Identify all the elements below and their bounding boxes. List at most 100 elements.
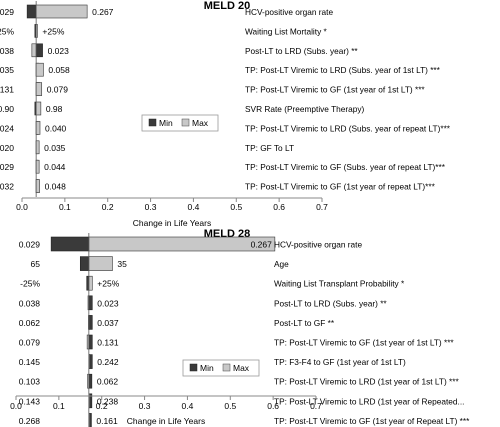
data-label-max: 0.238 xyxy=(97,396,119,406)
legend-label-max: Max xyxy=(233,363,250,373)
x-axis-label: Change in Life Years xyxy=(133,218,211,228)
data-label-min: 0.079 xyxy=(19,338,41,348)
bar-max xyxy=(35,121,41,135)
x-tick-label: 0.6 xyxy=(273,202,285,212)
data-label-min: 0.032 xyxy=(0,182,14,192)
row-label: TP: GF To LT xyxy=(245,143,294,153)
x-tick-label: 0.4 xyxy=(182,401,194,411)
data-label-max: 0.98 xyxy=(46,104,63,114)
legend-label-min: Min xyxy=(159,118,173,128)
bar-max xyxy=(35,4,88,19)
data-label-max: 0.267 xyxy=(92,7,114,17)
data-label-max: 0.242 xyxy=(97,357,119,367)
data-label-max: 0.062 xyxy=(97,377,119,387)
legend: Min Max xyxy=(182,359,260,377)
data-label-max: +25% xyxy=(42,26,64,36)
data-label-max: 0.023 xyxy=(97,298,119,308)
chart-panel-1: MELD 280.029 0.267 HCV-positive organ rate… xyxy=(10,228,470,427)
row-label: TP: Post-LT Viremic to GF (1st year of R… xyxy=(274,416,470,426)
row-label: Post-LT to GF ** xyxy=(274,318,335,328)
legend-swatch-max xyxy=(181,118,190,127)
row-label: TP: Post-LT Viremic to LRD (1st year of … xyxy=(274,396,464,406)
row-label: Post-LT to LRD (Subs. year) ** xyxy=(274,298,387,308)
data-label-min: 0.035 xyxy=(0,65,14,75)
legend-swatch-min xyxy=(148,118,157,127)
data-label-min: 0.024 xyxy=(0,123,14,133)
bar-max xyxy=(35,140,40,155)
row-label: TP: Post-LT Viremic to LRD (Subs. year o… xyxy=(245,65,441,75)
data-label-min: 0.143 xyxy=(19,396,41,406)
legend-box xyxy=(182,359,260,377)
row-label: HCV-positive organ rate xyxy=(274,240,362,250)
legend-swatch-max xyxy=(222,363,231,372)
x-tick-label: 0.7 xyxy=(310,401,322,411)
bar-min xyxy=(26,4,37,19)
bar-min xyxy=(88,373,93,389)
bar-max xyxy=(35,62,44,77)
data-label-max: 0.048 xyxy=(45,182,67,192)
data-label-max: 0.131 xyxy=(97,338,119,348)
data-label-max: 0.037 xyxy=(97,318,119,328)
row-label: TP: Post-LT Viremic to LRD (Subs. year o… xyxy=(245,123,451,133)
bar-min xyxy=(50,236,90,252)
bar-max xyxy=(35,82,43,96)
data-label-min: 0.062 xyxy=(19,318,41,328)
row-label: SVR Rate (Preemptive Therapy) xyxy=(245,104,365,114)
data-label-min: -25% xyxy=(0,26,14,36)
bar-max xyxy=(88,236,276,252)
legend-label-min: Min xyxy=(200,363,214,373)
data-label-max: 0.079 xyxy=(47,85,69,95)
legend-swatch-min xyxy=(189,363,198,372)
legend-box xyxy=(141,114,219,132)
row-label: HCV-positive organ rate xyxy=(245,7,333,17)
data-label-min: 0.145 xyxy=(19,357,41,367)
data-label-max: 0.040 xyxy=(45,123,67,133)
data-label-min: 0.038 xyxy=(19,298,41,308)
data-label-min: 0.029 xyxy=(19,240,41,250)
x-tick-label: 0.6 xyxy=(267,401,279,411)
data-label-min: 0.029 xyxy=(0,162,14,172)
data-label-min: 0.038 xyxy=(0,46,14,56)
row-label: Waiting List Transplant Probability * xyxy=(274,279,405,289)
data-label-max: 0.023 xyxy=(48,46,70,56)
x-tick-label: 0.1 xyxy=(53,401,65,411)
x-tick-label: 0.0 xyxy=(10,401,22,411)
x-tick-label: 0.5 xyxy=(230,202,242,212)
row-label: Post-LT to LRD (Subs. year) ** xyxy=(245,46,358,56)
bar-max xyxy=(88,256,113,271)
bar-max xyxy=(35,101,42,116)
x-tick-label: 0.3 xyxy=(139,401,151,411)
bar-max xyxy=(35,179,40,193)
row-label: Waiting List Mortality * xyxy=(245,26,328,36)
data-label-min: 0.020 xyxy=(0,143,14,153)
data-label-min: 0.131 xyxy=(0,85,14,95)
bar-min xyxy=(35,43,43,58)
row-label: TP: Post-LT Viremic to LRD (1st year of … xyxy=(274,377,460,387)
legend: Min Max xyxy=(141,114,219,132)
x-tick-label: 0.3 xyxy=(145,202,157,212)
x-tick-label: 0.1 xyxy=(59,202,71,212)
row-label: TP: Post-LT Viremic to GF (1st year of 1… xyxy=(274,338,454,348)
data-label-max: 0.035 xyxy=(44,143,66,153)
chart-title: MELD 20 xyxy=(204,0,250,12)
data-label-min: 0.029 xyxy=(0,7,14,17)
data-label-min: -25% xyxy=(20,279,40,289)
data-label-min: 0.103 xyxy=(19,377,41,387)
x-axis-label: Change in Life Years xyxy=(127,416,205,426)
bar-max xyxy=(88,275,93,291)
row-label: TP: F3-F4 to GF (1st year of 1st LT) xyxy=(274,357,406,367)
data-label-min: 65 xyxy=(31,259,41,269)
data-label-max: 0.058 xyxy=(48,65,70,75)
data-label-min: 0.90 xyxy=(0,104,14,114)
bar-max xyxy=(35,159,40,174)
x-tick-label: 0.2 xyxy=(102,202,114,212)
x-tick-label: 0.0 xyxy=(16,202,28,212)
row-label: TP: Post-LT Viremic to GF (1st year of 1… xyxy=(245,85,425,95)
bar-min xyxy=(79,256,90,271)
data-label-max: +25% xyxy=(97,279,119,289)
x-tick-label: 0.7 xyxy=(316,202,328,212)
chart-panel-0: MELD 20 0.029 0.267 HCV-positive organ rate… xyxy=(0,0,451,228)
data-label-max: 0.267 xyxy=(251,240,273,250)
row-label: Age xyxy=(274,259,289,269)
